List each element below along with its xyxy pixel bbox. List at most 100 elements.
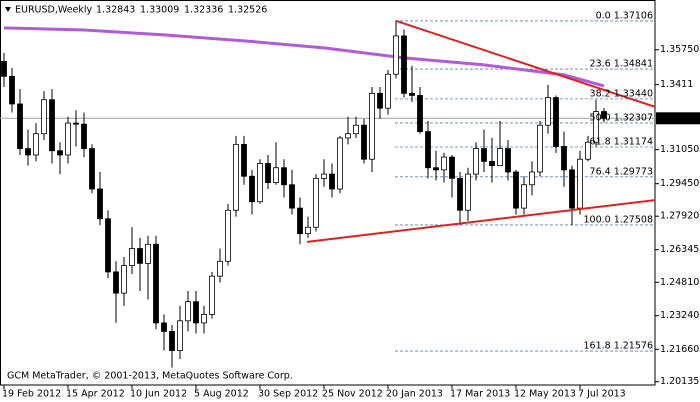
candle-body bbox=[65, 122, 71, 156]
y-tick-label: 1.3411 bbox=[660, 79, 693, 90]
plot-area bbox=[0, 19, 655, 368]
candle-body bbox=[553, 97, 559, 147]
y-tick-label: 1.23240 bbox=[660, 310, 699, 321]
candle-body bbox=[193, 301, 199, 324]
fib-label: 161.8 1.21576 bbox=[583, 341, 653, 352]
candle-body bbox=[49, 99, 55, 152]
candle-body bbox=[433, 167, 439, 171]
candle-body bbox=[401, 35, 407, 94]
price-label: 1.32526 bbox=[660, 113, 699, 124]
fib-label: 61.8 1.31174 bbox=[590, 137, 653, 148]
chart-title: EURUSD,Weekly bbox=[15, 5, 93, 16]
candle-body bbox=[57, 150, 63, 156]
fib-label: 50.0 1.32307 bbox=[590, 112, 653, 123]
candle-body bbox=[481, 148, 487, 162]
candle-body bbox=[561, 146, 567, 171]
candle-body bbox=[17, 103, 23, 150]
candle-body bbox=[297, 207, 303, 235]
y-tick-label: 1.20135 bbox=[660, 376, 699, 387]
candle-body bbox=[361, 124, 367, 160]
candle-body bbox=[201, 314, 207, 324]
candle-body bbox=[161, 322, 167, 332]
trendline bbox=[307, 199, 655, 243]
candle-body bbox=[369, 92, 375, 160]
trendline bbox=[395, 19, 655, 108]
x-tick-label: 7 Jul 2013 bbox=[578, 389, 626, 400]
header-open: 1.32843 bbox=[96, 5, 135, 16]
candle-body bbox=[9, 75, 15, 105]
candle-body bbox=[465, 173, 471, 211]
header-high: 1.33009 bbox=[140, 5, 179, 16]
candle-body bbox=[177, 320, 183, 351]
candle-body bbox=[393, 35, 399, 75]
y-tick-label: 1.29450 bbox=[660, 178, 699, 189]
candle-body bbox=[33, 133, 39, 156]
footer-text: GCM MetaTrader, © 2001-2013, MetaQuotes … bbox=[7, 371, 293, 382]
candle-body bbox=[25, 148, 31, 156]
fib-label: 100.0 1.27508 bbox=[583, 214, 653, 225]
candle-body bbox=[473, 148, 479, 175]
plot-frame bbox=[0, 0, 656, 386]
y-tick-label: 1.27920 bbox=[660, 211, 699, 222]
candle-body bbox=[425, 131, 431, 169]
candle-body bbox=[185, 301, 191, 322]
candle-body bbox=[601, 111, 607, 119]
moving-average bbox=[3, 26, 605, 88]
x-tick-label: 15 Apr 2012 bbox=[66, 389, 125, 400]
candle-body bbox=[585, 141, 591, 160]
candle-body bbox=[409, 92, 415, 96]
candle-body bbox=[217, 260, 223, 277]
candle-body bbox=[225, 209, 231, 262]
candle-body bbox=[41, 99, 47, 135]
candle-body bbox=[81, 123, 87, 150]
candle-body bbox=[337, 137, 343, 190]
candle-body bbox=[121, 265, 127, 294]
fib-label: 76.4 1.29773 bbox=[590, 166, 653, 177]
candle-body bbox=[345, 133, 351, 139]
y-tick-label: 1.21660 bbox=[660, 344, 699, 355]
x-tick-label: 30 Sep 2012 bbox=[258, 389, 318, 400]
fib-label: 23.6 1.34841 bbox=[590, 59, 653, 70]
price-box bbox=[656, 112, 700, 125]
candle-body bbox=[145, 243, 151, 264]
candle-body bbox=[497, 148, 503, 167]
candle-body bbox=[113, 271, 119, 294]
candle-body bbox=[241, 143, 247, 177]
candle-body bbox=[73, 122, 79, 125]
candle-body bbox=[249, 175, 255, 203]
axes: 1.35750 1.3411 1.31050 1.29450 1.27920 1.2634… bbox=[2, 44, 700, 400]
candle-body bbox=[129, 248, 135, 266]
candle-body bbox=[1, 61, 7, 77]
header-close: 1.32526 bbox=[228, 5, 267, 16]
y-tick-label: 1.26345 bbox=[660, 244, 699, 255]
x-tick-label: 5 Aug 2012 bbox=[194, 389, 249, 400]
candle-body bbox=[89, 148, 95, 190]
x-tick-label: 20 Jan 2013 bbox=[386, 389, 443, 400]
candle-body bbox=[105, 218, 111, 273]
x-tick-label: 10 Jun 2012 bbox=[130, 389, 187, 400]
candle-body bbox=[513, 171, 519, 209]
candle-body bbox=[457, 177, 463, 211]
candle-body bbox=[377, 92, 383, 109]
candle-body bbox=[305, 226, 311, 235]
candle-body bbox=[577, 158, 583, 209]
x-tick-label: 12 May 2013 bbox=[514, 389, 576, 400]
header-low: 1.32336 bbox=[184, 5, 223, 16]
candle-body bbox=[265, 163, 271, 184]
candle-body bbox=[321, 173, 327, 179]
candle-body bbox=[169, 331, 175, 351]
candle-body bbox=[97, 188, 103, 220]
candle-body bbox=[137, 248, 143, 264]
y-tick-label: 1.31050 bbox=[660, 144, 699, 155]
y-tick-label: 1.24810 bbox=[660, 277, 699, 288]
candle-body bbox=[529, 171, 535, 186]
candle-body bbox=[257, 163, 263, 203]
candle-body bbox=[505, 148, 511, 173]
candle-body bbox=[489, 160, 495, 167]
y-tick-label: 1.35750 bbox=[660, 44, 699, 55]
fib-label: 38.2 1.33440 bbox=[590, 88, 653, 99]
x-tick-label: 17 Mar 2013 bbox=[450, 389, 510, 400]
candle-body bbox=[545, 97, 551, 126]
